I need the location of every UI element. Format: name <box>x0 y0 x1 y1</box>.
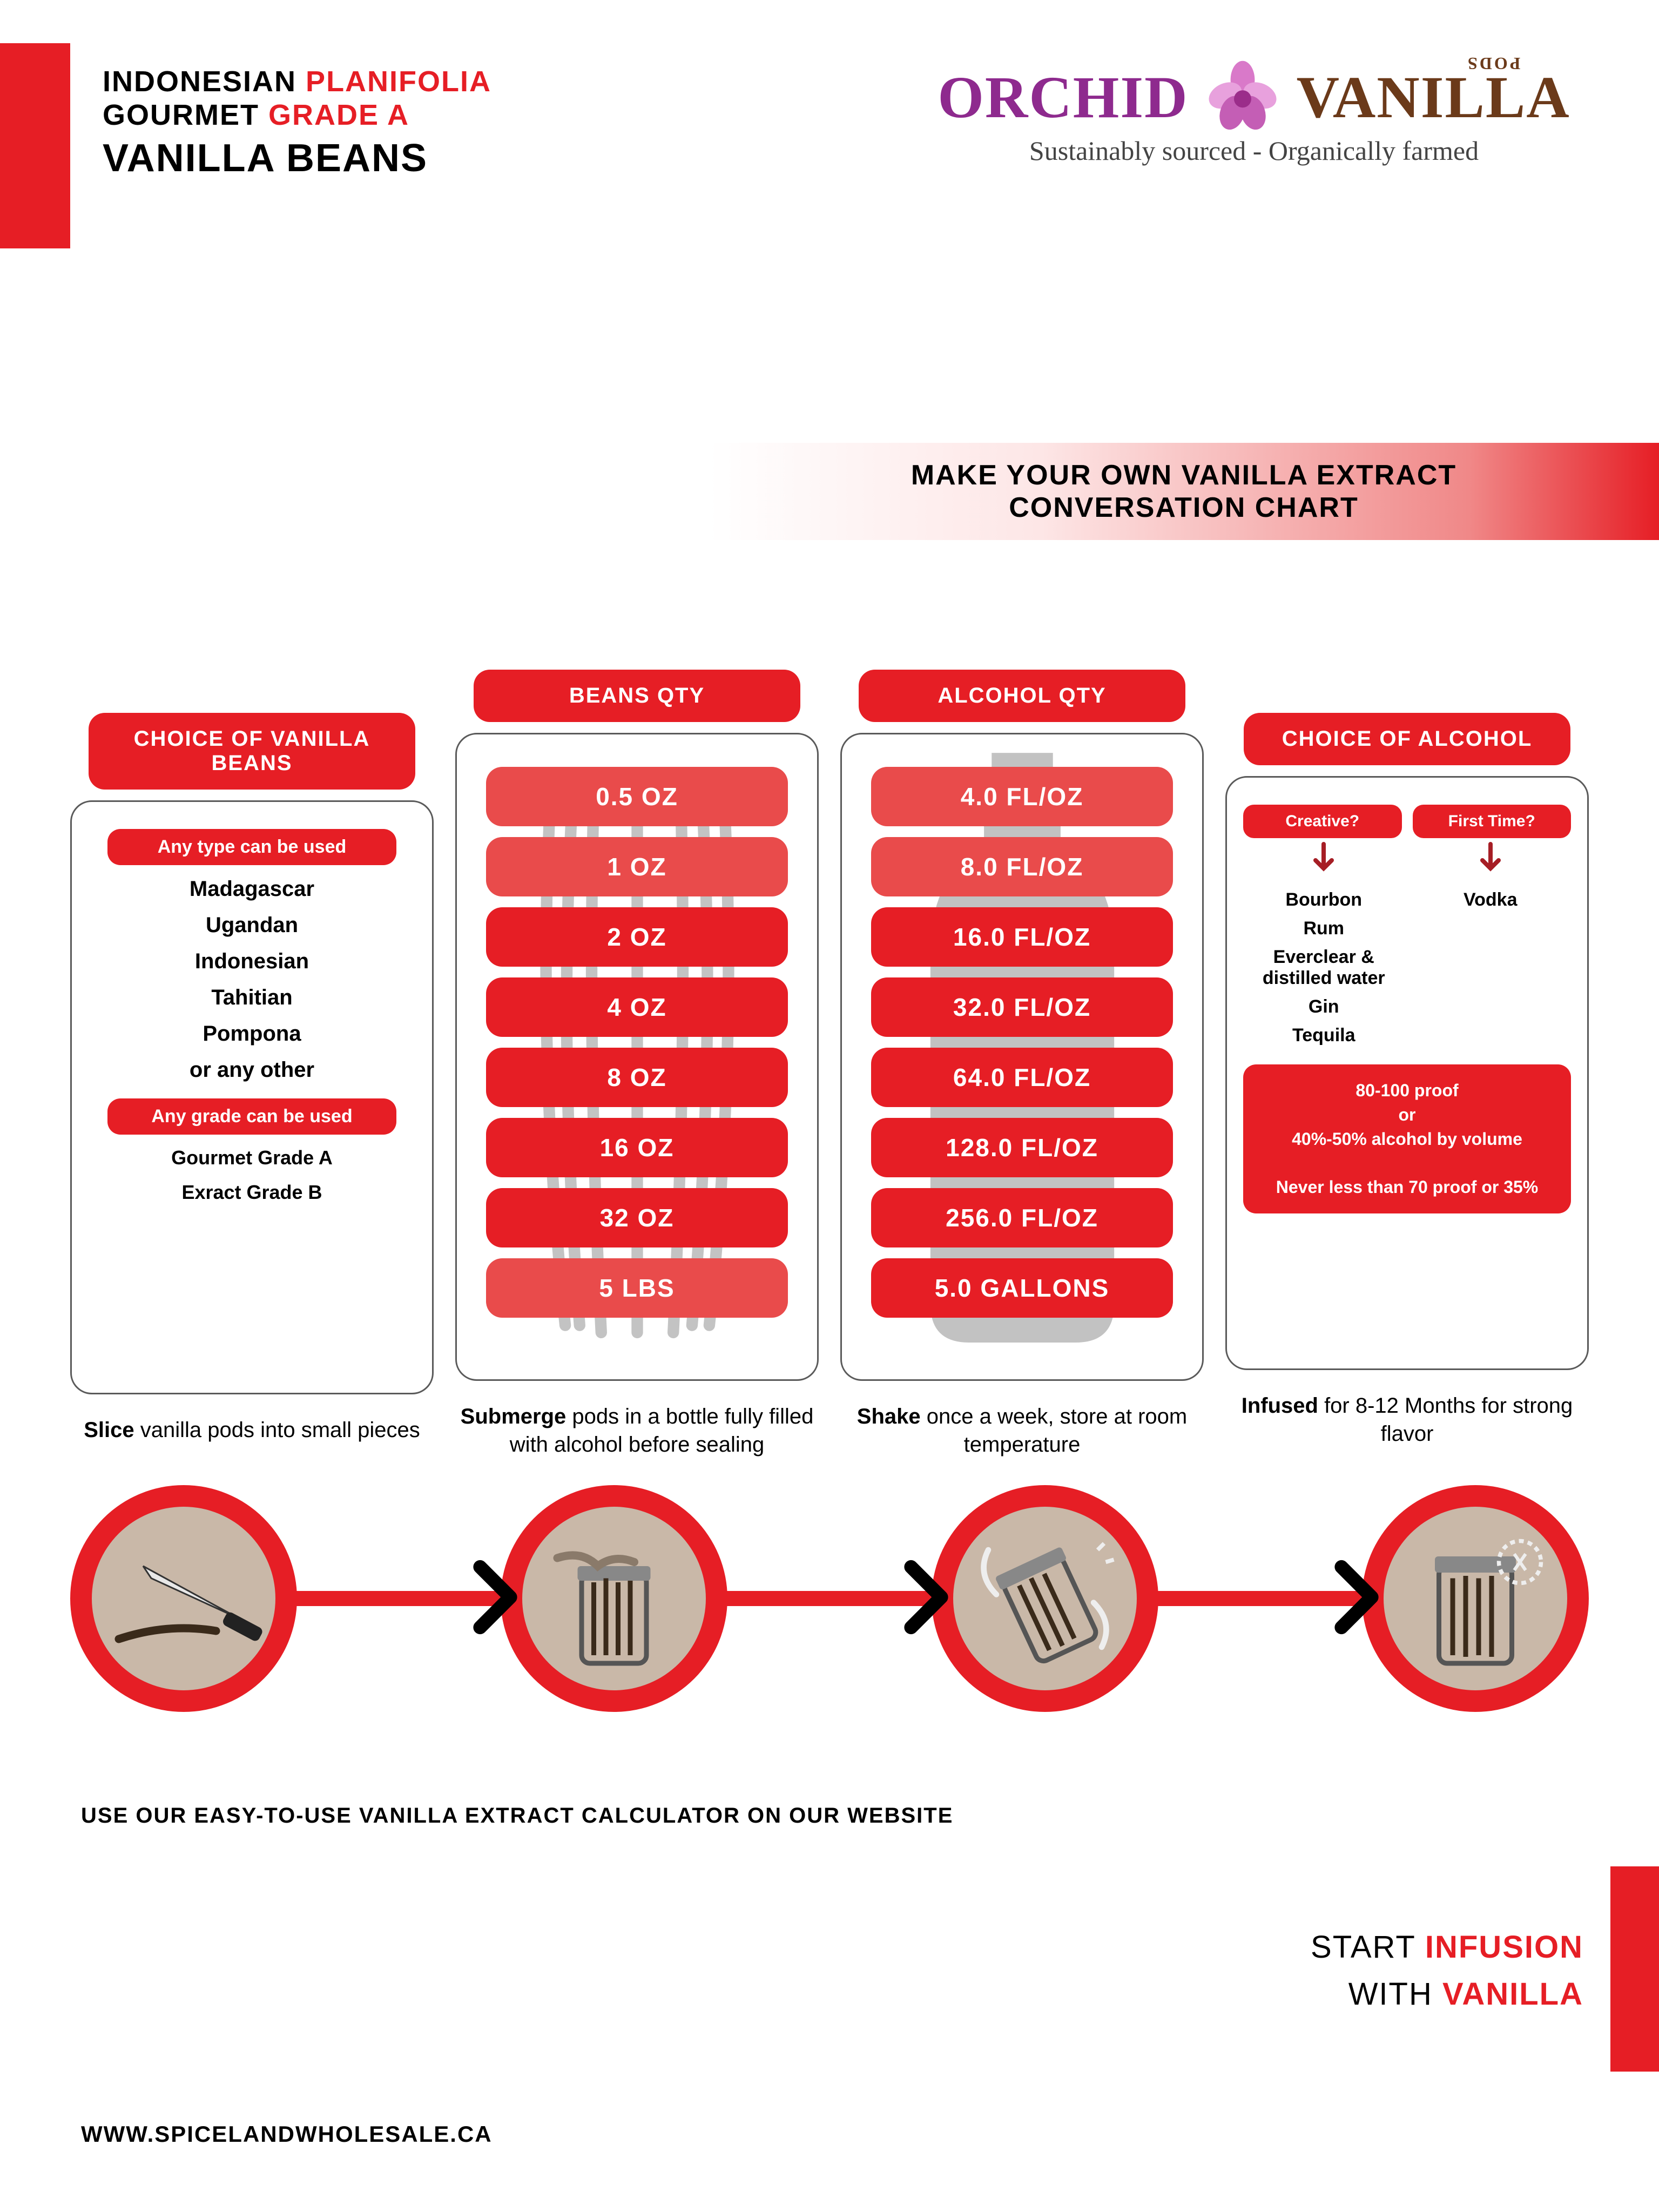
proof-info-box: 80-100 proof or 40%-50% alcohol by volum… <box>1243 1064 1571 1213</box>
alcohol-item: Tequila <box>1243 1025 1405 1046</box>
title-line-2: GOURMET GRADE A <box>103 98 491 132</box>
column-alcohol-qty: ALCOHOL QTY 4.0 FL/OZ 8.0 FL/OZ 16.0 FL/… <box>840 670 1204 1459</box>
qty-value: 4 OZ <box>486 977 787 1037</box>
qty-value: 5.0 GALLONS <box>871 1258 1172 1318</box>
logo-word-pods: PODS <box>1466 53 1520 73</box>
step-instruction: Shake once a week, store at room tempera… <box>840 1402 1204 1459</box>
bean-grade: Gourmet Grade A <box>88 1147 416 1169</box>
column-alcohol-choice: CHOICE OF ALCOHOL Creative? First Time? … <box>1225 670 1589 1459</box>
step-instruction: Infused for 8-12 Months for strong flavo… <box>1225 1392 1589 1448</box>
step-circle-submerge <box>501 1485 727 1712</box>
arrow-down-icon <box>1410 841 1572 882</box>
qty-value: 128.0 FL/OZ <box>871 1118 1172 1177</box>
bean-grade: Exract Grade B <box>88 1181 416 1204</box>
column-bean-choice: CHOICE OF VANILLA BEANS Any type can be … <box>70 670 434 1459</box>
title-text: GOURMET <box>103 99 268 131</box>
chart-title-banner: MAKE YOUR OWN VANILLA EXTRACT CONVERSATI… <box>709 443 1659 540</box>
step-instruction: Submerge pods in a bottle fully filled w… <box>455 1402 819 1459</box>
alcohol-item: Vodka <box>1410 889 1572 911</box>
col-header: CHOICE OF VANILLA BEANS <box>89 713 416 790</box>
step-instruction: Slice vanilla pods into small pieces <box>70 1416 434 1444</box>
col-header: BEANS QTY <box>474 670 801 722</box>
bean-type: Pompona <box>88 1022 416 1046</box>
chevron-right-icon <box>899 1560 953 1638</box>
title-line-1: INDONESIAN PLANIFOLIA <box>103 65 491 98</box>
qty-value: 32 OZ <box>486 1188 787 1247</box>
step-circle-shake <box>932 1485 1158 1712</box>
qty-value: 8 OZ <box>486 1048 787 1107</box>
process-steps-row <box>70 1485 1589 1712</box>
first-time-list: Vodka <box>1410 838 1572 1054</box>
beans-qty-card: 0.5 OZ 1 OZ 2 OZ 4 OZ 8 OZ 16 OZ 32 OZ 5… <box>455 733 819 1381</box>
start-infusion-text: START INFUSION WITH VANILLA <box>1311 1924 1583 2018</box>
bean-type: Madagascar <box>88 877 416 901</box>
qty-value: 1 OZ <box>486 837 787 896</box>
col-header: CHOICE OF ALCOHOL <box>1244 713 1571 765</box>
orchid-flower-icon <box>1199 54 1286 140</box>
product-title-block: INDONESIAN PLANIFOLIA GOURMET GRADE A VA… <box>103 65 491 180</box>
alcohol-item: Gin <box>1243 996 1405 1017</box>
qty-value: 2 OZ <box>486 907 787 967</box>
logo-word-orchid: ORCHID <box>938 63 1188 132</box>
alcohol-qty-card: 4.0 FL/OZ 8.0 FL/OZ 16.0 FL/OZ 32.0 FL/O… <box>840 733 1204 1381</box>
title-line-3: VANILLA BEANS <box>103 136 491 180</box>
sub-header-pill: Any grade can be used <box>107 1098 396 1135</box>
infuse-jar-icon <box>1394 1518 1556 1680</box>
bean-type: Indonesian <box>88 949 416 974</box>
qty-value: 256.0 FL/OZ <box>871 1188 1172 1247</box>
qty-value: 32.0 FL/OZ <box>871 977 1172 1037</box>
first-time-pill: First Time? <box>1413 805 1572 838</box>
qty-value: 4.0 FL/OZ <box>871 767 1172 826</box>
qty-value: 5 LBS <box>486 1258 787 1318</box>
chart-columns: CHOICE OF VANILLA BEANS Any type can be … <box>70 670 1589 1459</box>
chevron-right-icon <box>1330 1560 1384 1638</box>
decorative-red-block-bottom-right <box>1610 1866 1659 2072</box>
qty-value: 16.0 FL/OZ <box>871 907 1172 967</box>
alcohol-item: Everclear & distilled water <box>1243 947 1405 989</box>
sub-header-pill: Any type can be used <box>107 829 396 865</box>
banner-line-2: CONVERSATION CHART <box>1009 491 1358 524</box>
qty-value: 16 OZ <box>486 1118 787 1177</box>
qty-value: 0.5 OZ <box>486 767 787 826</box>
bean-type: or any other <box>88 1058 416 1082</box>
step-circle-infuse <box>1362 1485 1589 1712</box>
title-text: INDONESIAN <box>103 65 306 98</box>
chevron-right-icon <box>468 1560 522 1638</box>
jar-hand-icon <box>533 1518 695 1680</box>
alcohol-item: Bourbon <box>1243 889 1405 911</box>
calculator-cta-text: USE OUR EASY-TO-USE VANILLA EXTRACT CALC… <box>81 1804 953 1828</box>
arrow-down-icon <box>1243 841 1405 882</box>
logo-word-vanilla: VANILLAPODS <box>1297 63 1570 132</box>
bean-choice-card: Any type can be used Madagascar Ugandan … <box>70 800 434 1394</box>
website-url: WWW.SPICELANDWHOLESALE.CA <box>81 2121 493 2147</box>
column-beans-qty: BEANS QTY 0.5 OZ 1 OZ 2 OZ 4 OZ 8 OZ 16 … <box>455 670 819 1459</box>
title-text-red: GRADE A <box>268 99 409 131</box>
knife-pod-icon <box>103 1518 265 1680</box>
alcohol-item: Rum <box>1243 918 1405 939</box>
qty-value: 8.0 FL/OZ <box>871 837 1172 896</box>
bean-type: Ugandan <box>88 913 416 938</box>
title-text-red: PLANIFOLIA <box>306 65 491 98</box>
decorative-red-block-top-left <box>0 43 70 248</box>
bean-type: Tahitian <box>88 986 416 1010</box>
step-circle-slice <box>70 1485 297 1712</box>
logo-tagline: Sustainably sourced - Organically farmed <box>930 135 1578 166</box>
brand-logo: ORCHID VANILLAPODS Sustainably sourced -… <box>930 54 1578 166</box>
shake-jar-icon <box>964 1518 1126 1680</box>
qty-value: 64.0 FL/OZ <box>871 1048 1172 1107</box>
creative-list: Bourbon Rum Everclear & distilled water … <box>1243 838 1405 1054</box>
banner-line-1: MAKE YOUR OWN VANILLA EXTRACT <box>911 459 1456 491</box>
col-header: ALCOHOL QTY <box>859 670 1186 722</box>
alcohol-choice-card: Creative? First Time? Bourbon Rum Evercl… <box>1225 776 1589 1370</box>
creative-pill: Creative? <box>1243 805 1402 838</box>
